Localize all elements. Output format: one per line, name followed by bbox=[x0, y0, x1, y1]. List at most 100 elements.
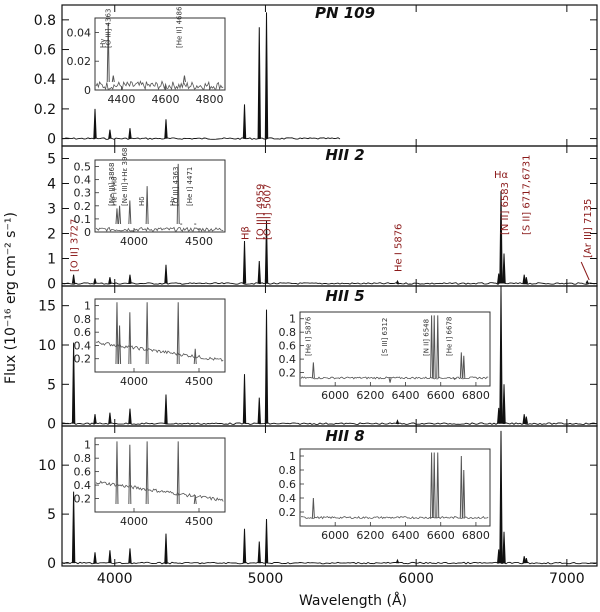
emission-line bbox=[395, 279, 400, 284]
inset-emission-line bbox=[193, 495, 197, 505]
inset-line-label: [O III] 4363 bbox=[172, 167, 180, 206]
inset-x-tick-label: 4400 bbox=[107, 93, 135, 106]
emission-line bbox=[93, 552, 97, 564]
line-label: Hβ bbox=[241, 226, 252, 240]
inset-frame bbox=[94, 298, 226, 373]
inset-y-tick-label: 0.8 bbox=[279, 326, 297, 339]
inset-line-label: [He I] 6678 bbox=[445, 317, 453, 356]
emission-line bbox=[499, 430, 503, 564]
inset-emission-line bbox=[462, 355, 466, 379]
inset-0-0: 0 0.02 0.04 4400 4600 4800 Hγ[O III] 4363 [He I… bbox=[67, 6, 226, 106]
emission-line bbox=[128, 548, 132, 564]
inset-x-tick-label: 4500 bbox=[185, 375, 213, 388]
emission-line bbox=[128, 408, 132, 424]
inset-line-label: [He II] 4686 bbox=[175, 6, 183, 48]
emission-line bbox=[502, 384, 506, 424]
emission-line bbox=[395, 419, 400, 424]
inset-x-tick-label: 4500 bbox=[185, 235, 213, 248]
emission-line bbox=[499, 285, 503, 424]
emission-line bbox=[242, 374, 247, 424]
inset-continuum bbox=[300, 376, 489, 380]
inset-emission-line bbox=[436, 452, 440, 519]
inset-emission-line bbox=[176, 163, 180, 225]
line-label: [O III] 4959 bbox=[255, 184, 266, 240]
emission-line bbox=[164, 264, 168, 284]
inset-emission-line bbox=[145, 186, 149, 225]
inset-x-tick-label: 4000 bbox=[120, 515, 148, 528]
emission-line bbox=[108, 129, 112, 139]
inset-y-tick-label: 0.8 bbox=[74, 452, 92, 465]
inset-x-tick-label: 6400 bbox=[392, 389, 420, 402]
panel-title: HII 5 bbox=[325, 287, 364, 305]
inset-emission-line bbox=[118, 205, 122, 225]
emission-line bbox=[108, 550, 112, 564]
panel-title: PN 109 bbox=[315, 4, 375, 22]
inset-y-tick-label: 0.4 bbox=[279, 492, 297, 505]
inset-emission-line bbox=[115, 302, 119, 365]
x-axis-label: Wavelength (Å) bbox=[299, 592, 407, 609]
emission-line bbox=[264, 518, 269, 564]
inset-x-tick-label: 4500 bbox=[185, 515, 213, 528]
inset-line-label: [O III] 4363 bbox=[104, 9, 112, 48]
emission-line bbox=[71, 342, 76, 424]
inset-emission-line bbox=[432, 315, 436, 379]
inset-emission-line bbox=[432, 452, 436, 519]
line-label: He I 5876 bbox=[393, 224, 404, 272]
emission-line bbox=[522, 274, 526, 284]
y-tick-label: 0 bbox=[47, 277, 56, 293]
y-axis-label: Flux (10⁻¹⁶ erg cm⁻² s⁻¹) bbox=[3, 212, 19, 384]
spectrum-continuum bbox=[61, 561, 597, 565]
emission-line bbox=[71, 491, 76, 564]
inset-emission-line bbox=[128, 312, 132, 365]
inset-emission-line bbox=[128, 444, 132, 505]
inset-emission-line bbox=[311, 497, 315, 519]
inset-y-tick-label: 0.04 bbox=[67, 26, 92, 39]
y-tick-label: 10 bbox=[38, 338, 56, 354]
spectrum-continuum bbox=[61, 282, 597, 285]
emission-line bbox=[502, 253, 506, 284]
inset-emission-line bbox=[176, 441, 180, 505]
inset-x-tick-label: 6000 bbox=[321, 529, 349, 542]
y-tick-label: 0.2 bbox=[34, 102, 56, 118]
y-tick-label: 5 bbox=[47, 152, 56, 168]
inset-y-tick-label: 0.4 bbox=[279, 353, 297, 366]
inset-continuum bbox=[95, 80, 224, 91]
emission-line bbox=[499, 190, 503, 284]
inset-emission-line bbox=[106, 23, 110, 83]
inset-emission-line bbox=[462, 469, 466, 519]
inset-1-0: 00.10.20.30.40.5 4000 4500 [Ne III] 3868He … bbox=[74, 148, 226, 248]
inset-frame bbox=[94, 437, 226, 513]
inset-x-tick-label: 6800 bbox=[462, 529, 490, 542]
y-tick-label: 1 bbox=[47, 252, 56, 268]
inset-emission-line bbox=[111, 75, 115, 83]
inset-3-1: 0.20.40.60.81 6000 6200 6400 6600 6800 bbox=[279, 448, 491, 542]
emission-line bbox=[257, 397, 261, 424]
panel-title: HII 8 bbox=[325, 427, 364, 445]
line-label: [Ar III] 7135 bbox=[583, 199, 594, 258]
line-label: [S II] 6717,6731 bbox=[521, 155, 532, 235]
emission-line bbox=[164, 119, 168, 139]
emission-line bbox=[257, 27, 261, 139]
inset-emission-line bbox=[459, 455, 463, 519]
emission-line bbox=[93, 414, 97, 424]
inset-y-tick-label: 0.02 bbox=[67, 55, 92, 68]
inset-line-label: Hδ bbox=[138, 196, 146, 206]
inset-emission-line bbox=[193, 348, 197, 365]
x-tick-label: 5000 bbox=[248, 571, 284, 587]
y-tick-label: 10 bbox=[38, 458, 56, 474]
panel-frame bbox=[61, 425, 598, 567]
inset-y-tick-label: 0.6 bbox=[74, 466, 92, 479]
line-label: [O III] 5007 bbox=[263, 184, 274, 240]
inset-emission-line bbox=[430, 315, 434, 379]
emission-line bbox=[524, 558, 529, 564]
y-tick-label: 15 bbox=[38, 299, 56, 315]
inset-emission-line bbox=[459, 352, 463, 379]
emission-line bbox=[524, 277, 529, 284]
inset-x-tick-label: 6200 bbox=[356, 529, 384, 542]
inset-emission-line bbox=[436, 315, 440, 379]
y-tick-label: 0 bbox=[47, 132, 56, 148]
inset-x-tick-label: 4600 bbox=[152, 93, 180, 106]
inset-y-tick-label: 1 bbox=[84, 439, 91, 452]
inset-x-tick-label: 6200 bbox=[356, 389, 384, 402]
